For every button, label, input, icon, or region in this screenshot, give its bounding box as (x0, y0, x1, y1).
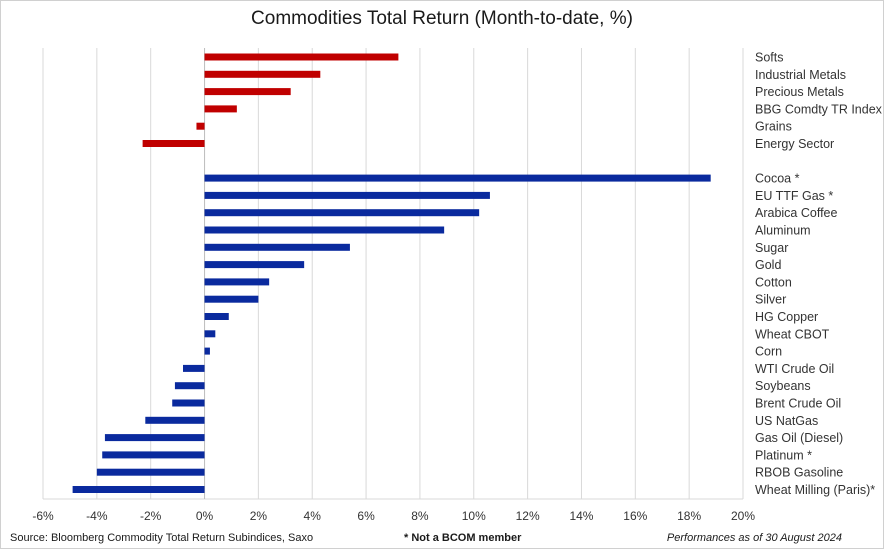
category-label: EU TTF Gas * (755, 189, 833, 203)
x-tick-label: -6% (32, 509, 54, 523)
bar (142, 140, 205, 147)
bar (204, 243, 350, 251)
membership-note: * Not a BCOM member (404, 532, 522, 544)
gridlines (42, 48, 744, 500)
category-label: Gold (755, 258, 781, 272)
category-labels: Softs Industrial Metals Precious Metals BBG… (755, 51, 883, 498)
bar (96, 468, 205, 476)
category-label: Industrial Metals (755, 68, 846, 82)
category-label: Energy Sector (755, 137, 834, 151)
bar (204, 53, 399, 61)
x-tick-label: 4% (304, 509, 322, 523)
x-tick-label: -4% (86, 509, 108, 523)
category-label: Wheat CBOT (755, 327, 830, 341)
as-of-date: Performances as of 30 August 2024 (666, 532, 842, 544)
bars (72, 53, 711, 493)
x-tick-label: 0% (196, 509, 214, 523)
category-label: BBG Comdty TR Index (755, 102, 883, 116)
source-note: Source: Bloomberg Commodity Total Return… (10, 532, 314, 544)
x-tick-label: 6% (357, 509, 375, 523)
chart-title: Commodities Total Return (Month-to-date,… (251, 8, 633, 29)
bar (204, 174, 711, 182)
x-tick-label: -2% (140, 509, 162, 523)
bar (204, 88, 291, 96)
x-tick-label: 10% (462, 509, 486, 523)
category-label: Gas Oil (Diesel) (755, 431, 843, 445)
x-tick-label: 8% (411, 509, 429, 523)
bar (102, 451, 205, 459)
bar (72, 486, 205, 493)
x-tick-label: 18% (677, 509, 701, 523)
bar (204, 261, 305, 269)
bar (204, 295, 259, 303)
x-tick-label: 2% (250, 509, 268, 523)
x-tick-label: 16% (623, 509, 647, 523)
bar (104, 434, 205, 442)
category-label: Soybeans (755, 379, 811, 393)
category-label: Softs (755, 51, 784, 65)
category-label: WTI Crude Oil (755, 362, 834, 376)
bar (172, 399, 205, 407)
bar (204, 226, 445, 234)
x-axis-ticks: -6% -4% -2% 0% 2% 4% 6% 8% 10% 12% 14% 16% 18% 20% (32, 509, 755, 523)
bar (204, 70, 321, 78)
bar (196, 122, 205, 130)
bar (204, 105, 237, 113)
category-label: Brent Crude Oil (755, 397, 841, 411)
category-label: Corn (755, 345, 782, 359)
bar (204, 347, 210, 355)
category-label: RBOB Gasoline (755, 466, 843, 480)
bar (174, 382, 205, 390)
category-label: Arabica Coffee (755, 206, 838, 220)
category-label: US NatGas (755, 414, 818, 428)
bar (204, 313, 229, 320)
category-label: Aluminum (755, 224, 811, 238)
category-label: Platinum * (755, 448, 812, 462)
bar (204, 278, 270, 286)
bar (145, 416, 205, 424)
category-label: Precious Metals (755, 85, 844, 99)
category-label: Grains (755, 120, 792, 134)
category-label: Sugar (755, 241, 788, 255)
bar (204, 330, 216, 338)
category-label: Wheat Milling (Paris)* (755, 483, 875, 497)
x-tick-label: 20% (731, 509, 755, 523)
category-label: Cotton (755, 275, 792, 289)
bar (204, 191, 490, 199)
category-label: HG Copper (755, 310, 818, 324)
category-label: Silver (755, 293, 786, 307)
x-tick-label: 12% (516, 509, 540, 523)
bar (183, 364, 205, 372)
x-tick-label: 14% (569, 509, 593, 523)
category-label: Cocoa * (755, 172, 800, 186)
bar (204, 209, 480, 217)
